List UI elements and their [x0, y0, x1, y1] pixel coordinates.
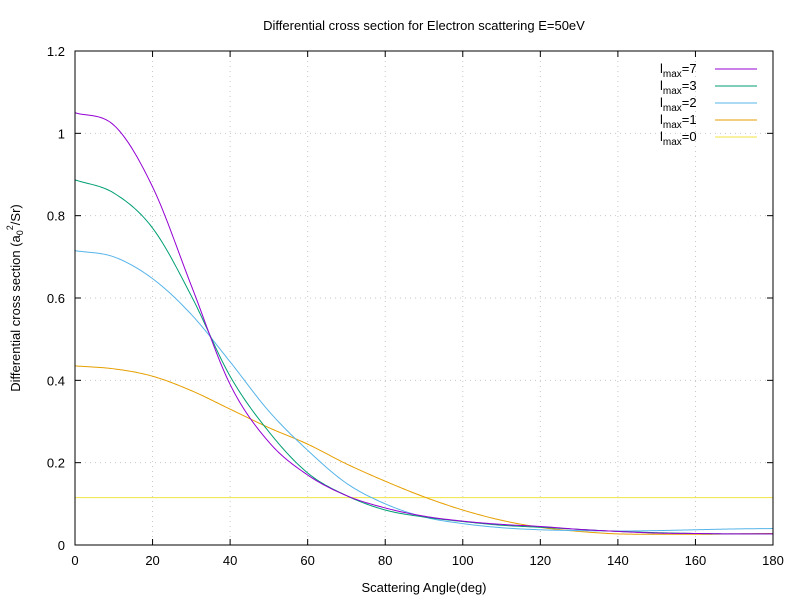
- y-axis-label-sub: 0: [15, 230, 25, 235]
- legend-label-sub: max: [663, 120, 682, 131]
- legend-item: lmax=1: [660, 112, 757, 131]
- x-tick-label: 0: [71, 553, 78, 568]
- legend-label-eq: =3: [682, 78, 697, 93]
- series-line-lmax-7: [74, 112, 773, 535]
- axis-ticks: 0 20 40 60 80 100 120 140 160 180 0 0.2 0.4 0.6 0.8 1 1.…: [47, 44, 784, 568]
- legend-label: lmax=0: [660, 129, 697, 148]
- y-tick-label: 0.2: [47, 456, 65, 471]
- y-axis-label-pre: Differential cross section (a: [8, 234, 23, 391]
- series-line-lmax-1: [74, 365, 774, 535]
- legend-label: lmax=3: [660, 78, 697, 97]
- y-tick-label: 0.6: [47, 291, 65, 306]
- x-tick-label: 60: [300, 553, 314, 568]
- legend-label-main: l: [660, 78, 663, 93]
- legend-label-eq: =7: [682, 61, 697, 76]
- legend-label-sub: max: [663, 103, 682, 114]
- y-axis-label-sup: 2: [5, 225, 15, 230]
- y-tick-label: 1.2: [47, 44, 65, 59]
- x-tick-label: 140: [607, 553, 629, 568]
- legend-label-sub: max: [663, 86, 682, 97]
- y-tick-label: 0.4: [47, 373, 65, 388]
- x-tick-label: 160: [685, 553, 707, 568]
- legend-label-eq: =0: [682, 129, 697, 144]
- legend-label-main: l: [660, 129, 663, 144]
- y-axis-label-post: /Sr): [8, 204, 23, 225]
- chart-title: Differential cross section for Electron …: [263, 18, 585, 33]
- y-tick-label: 0: [58, 538, 65, 553]
- legend-label-eq: =1: [682, 112, 697, 127]
- x-tick-label: 100: [452, 553, 474, 568]
- legend-label-main: l: [660, 95, 663, 110]
- legend-label-main: l: [660, 61, 663, 76]
- legend-label: lmax=1: [660, 112, 697, 131]
- legend-item: lmax=7: [660, 61, 757, 80]
- legend-label-eq: =2: [682, 95, 697, 110]
- legend-label-main: l: [660, 112, 663, 127]
- x-tick-label: 20: [145, 553, 159, 568]
- x-tick-label: 180: [762, 553, 784, 568]
- x-tick-label: 40: [223, 553, 237, 568]
- legend-label-sub: max: [663, 137, 682, 148]
- series-lines: [74, 112, 774, 535]
- x-tick-label: 80: [378, 553, 392, 568]
- x-axis-label: Scattering Angle(deg): [361, 580, 486, 595]
- legend-label: lmax=2: [660, 95, 697, 114]
- y-tick-label: 0.8: [47, 209, 65, 224]
- legend-item: lmax=3: [660, 78, 757, 97]
- y-axis-label: Differential cross section (a02/Sr): [5, 204, 25, 392]
- legend-label-sub: max: [663, 69, 682, 80]
- legend-item: lmax=0: [660, 129, 757, 148]
- legend-label: lmax=7: [660, 61, 697, 80]
- legend-item: lmax=2: [660, 95, 757, 114]
- y-tick-label: 1: [58, 126, 65, 141]
- x-tick-label: 120: [529, 553, 551, 568]
